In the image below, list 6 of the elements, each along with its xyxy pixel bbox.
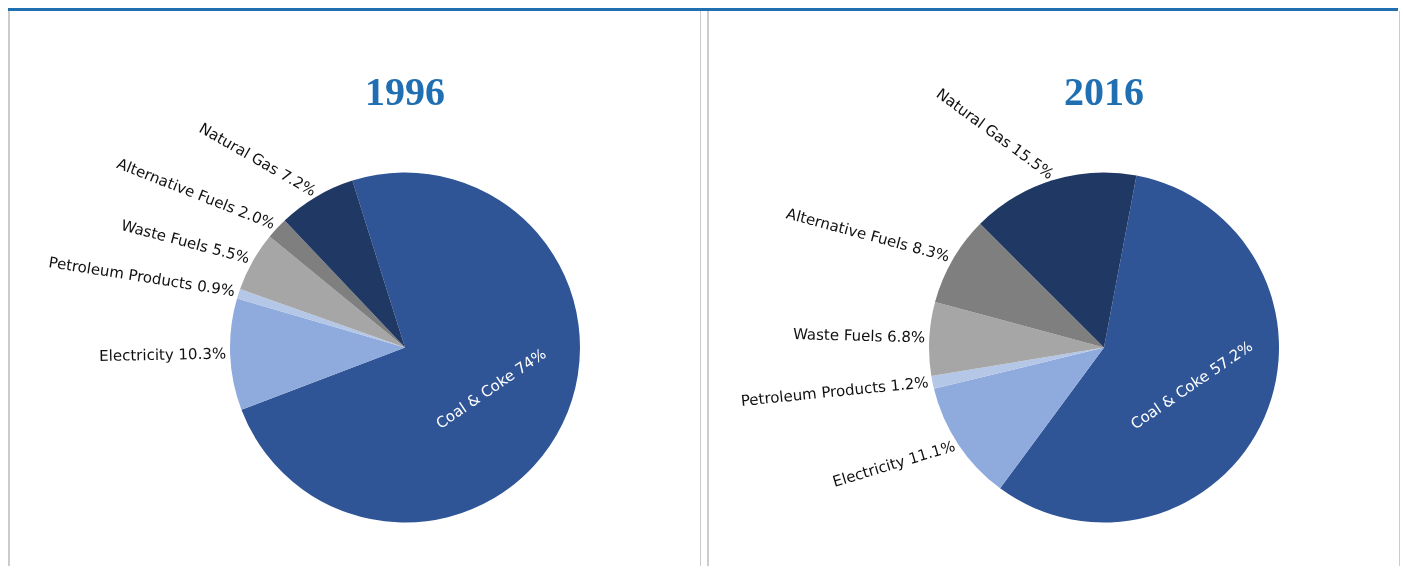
slice-label: Coal & Coke 74%	[432, 344, 550, 433]
slice-label: Electricity 10.3%	[99, 344, 227, 366]
chart-title: 1996	[365, 69, 445, 115]
slice-label: Petroleum Products 1.2%	[739, 373, 930, 410]
chart-title: 2016	[1064, 69, 1144, 115]
slice-label: Waste Fuels 6.8%	[792, 325, 926, 347]
